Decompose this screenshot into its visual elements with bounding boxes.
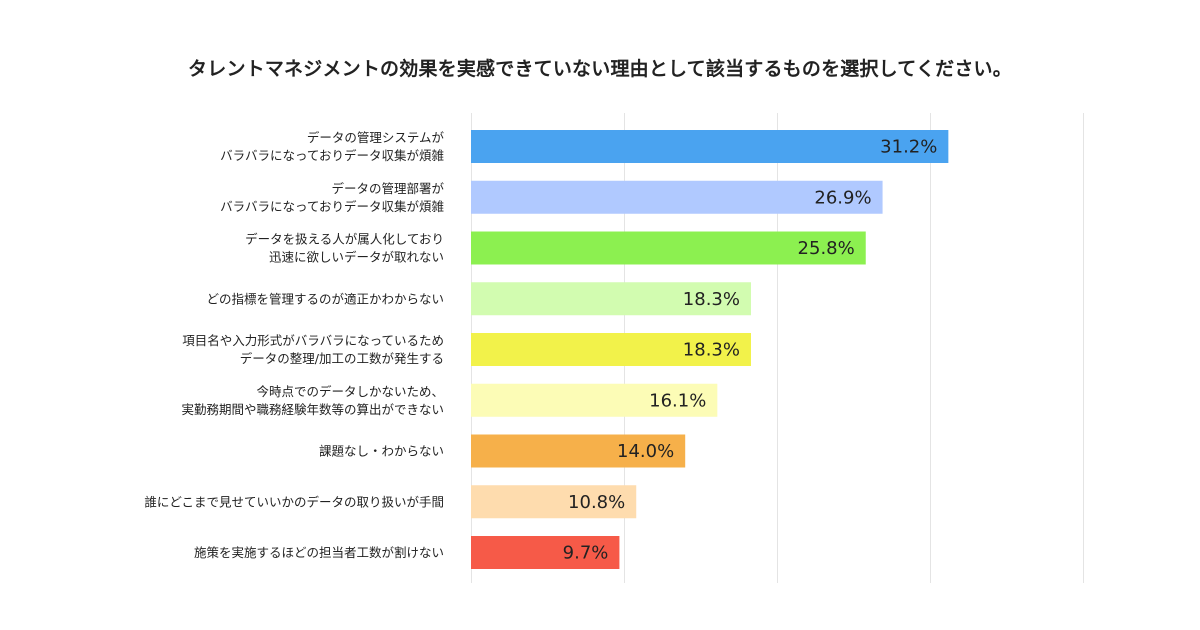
bar-value-label: 10.8%: [568, 492, 625, 513]
category-label: 項目名や入力形式がバラバラになっているためデータの整理/加工の工数が発生する: [182, 333, 444, 366]
category-label-line: 実勤務期間や職務経験年数等の算出ができない: [181, 402, 444, 417]
bar-value-label: 25.8%: [798, 238, 855, 259]
category-label-line: データの管理部署が: [331, 181, 444, 196]
bar: [471, 434, 686, 468]
category-label: データの管理部署がバラバラになっておりデータ収集が煩雑: [220, 181, 444, 214]
bar-value-label: 14.0%: [617, 441, 674, 462]
category-label-line: 今時点でのデータしかないため、: [256, 384, 444, 399]
value-labels: 31.2% 26.9% 25.8% 18.3% 18.3% 16.1% 14.0% 10.8%…: [563, 137, 938, 564]
bar: [471, 282, 751, 316]
bar: [471, 333, 751, 366]
category-label-line: 課題なし・わからない: [319, 444, 444, 459]
category-label-line: どの指標を管理するのが適正かわからない: [206, 291, 444, 306]
category-label: データの管理システムがバラバラになっておりデータ収集が煩雑: [220, 130, 444, 163]
category-label-line: データを扱える人が属人化しており: [245, 232, 444, 247]
category-labels: データの管理システムがバラバラになっておりデータ収集が煩雑データの管理部署がバラ…: [144, 130, 444, 560]
bar: [471, 180, 883, 214]
bar-value-label: 18.3%: [683, 340, 740, 361]
bar-value-label: 18.3%: [683, 289, 740, 310]
bar-value-label: 9.7%: [563, 543, 609, 564]
bar: [471, 485, 637, 519]
category-label-line: 施策を実施するほどの担当者工数が割けない: [194, 545, 444, 560]
bar-value-label: 16.1%: [649, 390, 706, 411]
category-label-line: バラバラになっておりデータ収集が煩雑: [220, 148, 444, 163]
bar-value-label: 31.2%: [880, 137, 937, 158]
bar: [471, 536, 620, 569]
category-label: 誰にどこまで見せていいかのデータの取り扱いが手間: [144, 494, 444, 509]
category-label-line: 誰にどこまで見せていいかのデータの取り扱いが手間: [144, 494, 444, 509]
category-label: どの指標を管理するのが適正かわからない: [206, 291, 444, 306]
category-label-line: データの管理システムが: [307, 130, 445, 145]
category-label: データを扱える人が属人化しており迅速に欲しいデータが取れない: [245, 232, 444, 265]
category-label-line: データの整理/加工の工数が発生する: [240, 351, 444, 366]
bar: [471, 231, 866, 265]
chart-title: タレントマネジメントの効果を実感できていない理由として該当するものを選択してくだ…: [188, 58, 1012, 80]
bar: [471, 383, 718, 417]
bar-value-label: 26.9%: [814, 187, 871, 208]
bar: [471, 130, 949, 163]
category-label-line: 迅速に欲しいデータが取れない: [269, 250, 444, 265]
category-label: 今時点でのデータしかないため、実勤務期間や職務経験年数等の算出ができない: [181, 384, 444, 417]
category-label-line: 項目名や入力形式がバラバラになっているため: [182, 333, 444, 348]
category-label: 課題なし・わからない: [319, 444, 444, 459]
category-label: 施策を実施するほどの担当者工数が割けない: [194, 545, 444, 560]
bars: [471, 130, 949, 569]
category-label-line: バラバラになっておりデータ収集が煩雑: [220, 199, 444, 214]
